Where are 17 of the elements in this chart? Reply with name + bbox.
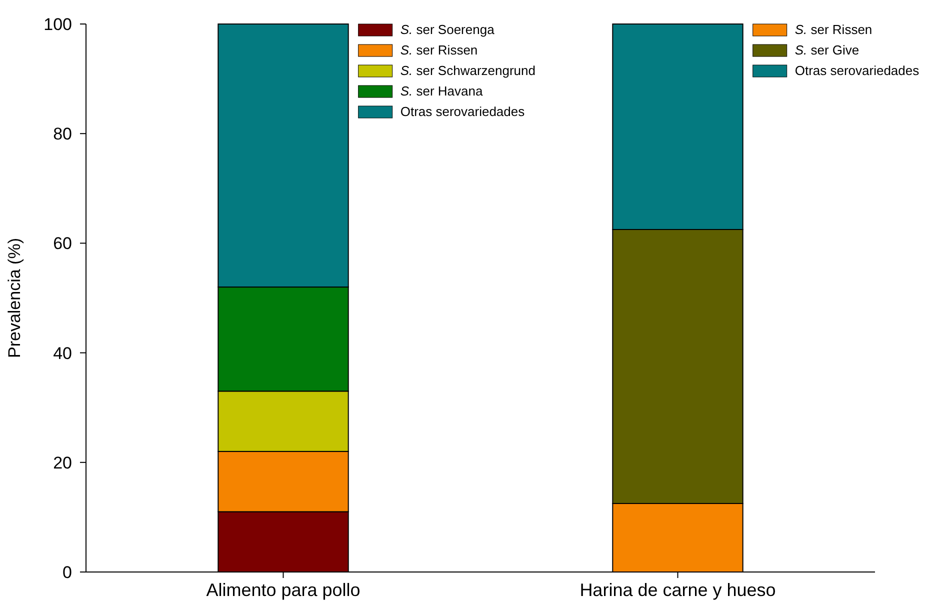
legend-label: S. ser Rissen	[400, 42, 478, 58]
text: Otras serovariedades	[794, 63, 920, 78]
y-tick-label: 20	[53, 453, 72, 472]
legend-label: S. ser Soerenga	[400, 22, 496, 37]
x-tick-label: Alimento para pollo	[206, 580, 360, 600]
legend-label: S. ser Havana	[400, 84, 484, 98]
text: S. ser Rissen	[794, 22, 872, 37]
legend-label: S. ser Give	[794, 42, 860, 58]
y-axis-title: Prevalencia (%)	[5, 238, 24, 358]
y-tick-label: 0	[62, 562, 72, 582]
legend-label: S. ser Schwarzengrund	[400, 63, 536, 78]
y-tick-label: 100	[44, 14, 72, 34]
y-tick-label: 60	[53, 234, 72, 254]
legend-label: Otras serovariedades	[400, 104, 526, 119]
y-tick-label: 80	[53, 124, 72, 144]
y-tick-label: 40	[53, 344, 72, 363]
x-tick-label: Harina de carne y hueso	[580, 580, 776, 600]
